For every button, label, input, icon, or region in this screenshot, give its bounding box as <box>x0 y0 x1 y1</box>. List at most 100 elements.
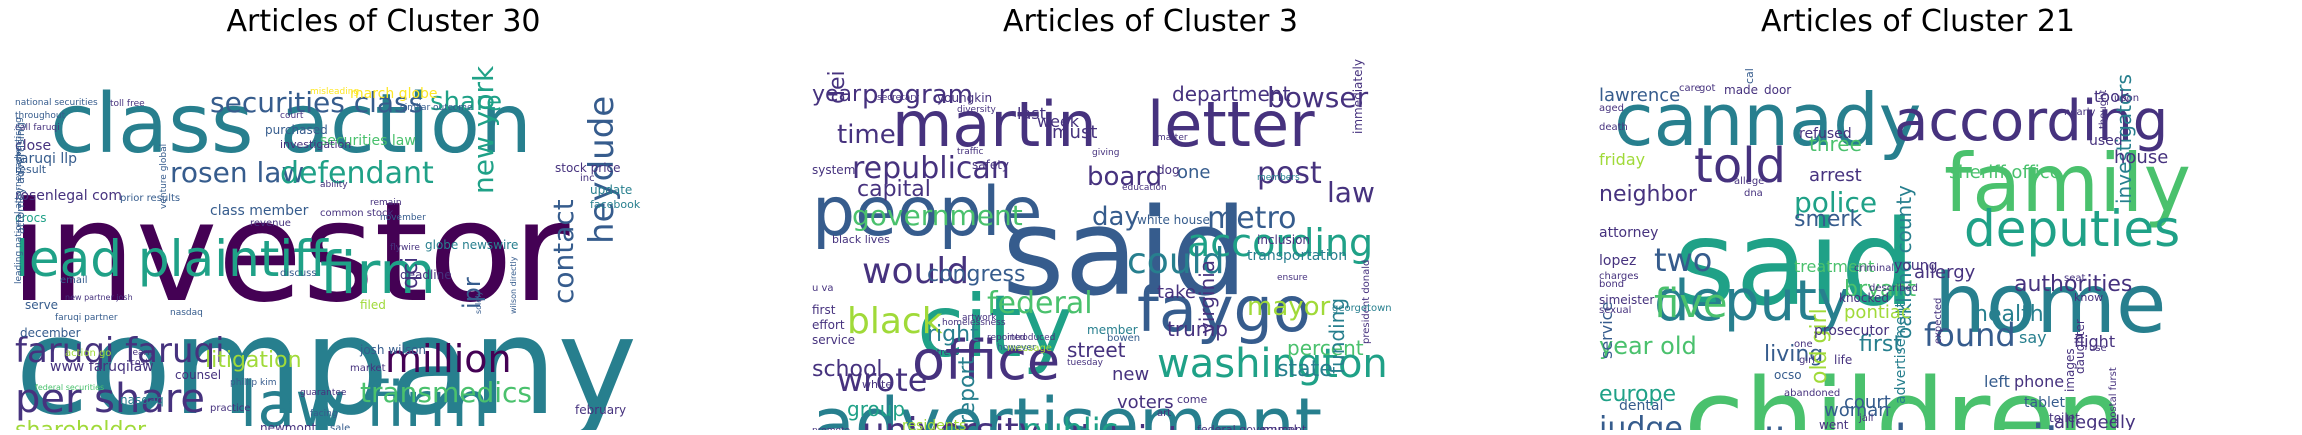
cloud-word: board <box>1087 162 1163 192</box>
cloud-word: white <box>862 378 893 391</box>
cloud-word: faruqi faruqi <box>15 331 225 371</box>
cloud-word: per share <box>15 376 206 422</box>
cluster-30-panel: Articles of Cluster 30 investor company cl… <box>0 0 767 435</box>
cloud-word: tuesday <box>1067 358 1104 368</box>
cloud-word: knocked <box>1839 291 1890 305</box>
word-cloud: said advertisement people martin letter city f… <box>807 44 1484 430</box>
cloud-word: death <box>1599 122 1628 133</box>
cloud-word: action go <box>65 348 112 359</box>
cloud-word: office <box>912 329 1061 392</box>
cloud-word: market <box>350 363 386 374</box>
cloud-word: faruqi llp <box>15 151 78 167</box>
cloud-word: five <box>1654 281 1728 327</box>
cloud-word: shareholder <box>15 420 146 431</box>
cloud-word: transportation <box>1247 248 1348 264</box>
cloud-word: ocso <box>1774 368 1802 382</box>
cloud-word: however <box>997 343 1036 353</box>
cloud-word: state <box>1277 357 1333 382</box>
cloud-word: nasdaq <box>120 393 164 407</box>
cloud-word: three <box>1809 132 1862 156</box>
cloud-word: giving <box>1092 148 1120 158</box>
cloud-word: update <box>590 183 633 197</box>
cloud-word: say <box>2019 328 2047 347</box>
cloud-word: street <box>1067 338 1126 362</box>
cloud-word: faruqi partner <box>55 313 118 323</box>
cloud-word: ability <box>320 180 348 190</box>
cloud-word: lopez <box>1599 253 1637 269</box>
cloud-word: members <box>1257 173 1300 183</box>
cloud-word: throughout <box>15 111 66 121</box>
cloud-word: investigation <box>280 138 352 151</box>
cloud-word: bond <box>1599 279 1625 290</box>
cloud-word: one <box>1177 162 1211 183</box>
cloud-word: effort <box>812 318 845 332</box>
cloud-word: u va <box>812 283 834 294</box>
cloud-word: rosenlegal com <box>15 188 123 204</box>
cloud-word: court <box>1844 392 1891 413</box>
cloud-word: advertisement <box>812 383 1323 430</box>
cloud-word: people <box>812 173 1043 252</box>
cloud-word: year old <box>1599 332 1697 360</box>
cloud-word: attorney <box>1599 225 1659 241</box>
cloud-word: thought <box>2098 89 2109 129</box>
cloud-word: allegedly <box>2054 412 2136 431</box>
cloud-word: contact <box>547 199 580 304</box>
cloud-word: message <box>1007 343 1052 354</box>
cloud-word: said <box>1002 184 1248 323</box>
cloud-word: homelessness <box>942 318 1006 328</box>
cloud-word: bryant <box>1844 277 1917 302</box>
cloud-word: program <box>862 80 973 110</box>
cloud-word: dog <box>1157 163 1180 177</box>
cloud-word: inc <box>580 173 595 184</box>
cloud-word: percent <box>1287 336 1364 360</box>
cloud-word: first <box>812 303 836 317</box>
cloud-word: washington <box>1157 341 1388 387</box>
cloud-word: law <box>1327 176 1375 209</box>
cloud-word: arrest <box>1809 165 1862 186</box>
cloud-word: bowser <box>1267 81 1369 114</box>
cloud-word: firm <box>320 239 436 307</box>
cloud-word: black <box>847 301 943 342</box>
cloud-word: josh wilson <box>360 343 427 357</box>
cloud-word: revenue <box>250 218 291 229</box>
cloud-word: got <box>1699 83 1716 94</box>
cloud-word: criminal <box>1854 263 1895 274</box>
cloud-word: jail <box>1859 413 1874 424</box>
cloud-word: would <box>862 251 970 292</box>
panel-title: Articles of Cluster 3 <box>1003 4 1298 39</box>
cloud-word: rosen law <box>170 156 305 189</box>
cloud-word: went <box>1819 418 1849 430</box>
cloud-word: law firm <box>240 368 490 431</box>
cloud-word: federal <box>987 286 1093 321</box>
cloud-word: care <box>1679 83 1701 94</box>
cloud-word: year <box>1794 424 1870 430</box>
cloud-word: member <box>1087 323 1138 337</box>
cloud-word: litigation <box>205 348 302 373</box>
cloud-word: toll free <box>110 99 145 109</box>
cloud-word: life <box>1834 353 1853 367</box>
cloud-word: report <box>955 356 980 424</box>
cloud-word: daughter <box>2073 319 2087 374</box>
cloud-word: department <box>1172 82 1291 106</box>
cloud-word: allege <box>1734 176 1765 187</box>
cloud-word: voters <box>1117 392 1174 413</box>
cloud-word: residents <box>902 418 967 430</box>
cloud-word: health <box>1974 302 2044 327</box>
cloud-word: cannady <box>1614 78 1922 162</box>
cloud-word: seat <box>2064 273 2086 284</box>
cloud-word: treatment <box>1794 257 1875 276</box>
cloud-word: safety <box>972 158 1010 172</box>
cloud-word: friday <box>1599 150 1646 169</box>
cloud-word: federal government <box>1197 423 1307 430</box>
cloud-word: abandoned <box>1784 388 1841 399</box>
cloud-word: time <box>837 120 896 150</box>
cloud-word: first <box>1859 332 1902 357</box>
cloud-word: told <box>1694 138 1786 194</box>
cloud-word: capital <box>857 177 931 202</box>
cloud-word: learn <box>130 348 153 358</box>
cloud-word: according <box>1187 221 1374 265</box>
cloud-word: government <box>852 199 1023 232</box>
cloud-word: lawsuit <box>1894 419 2064 430</box>
cloud-word: mural <box>1262 423 1297 430</box>
cloud-word: common stock <box>320 208 394 219</box>
